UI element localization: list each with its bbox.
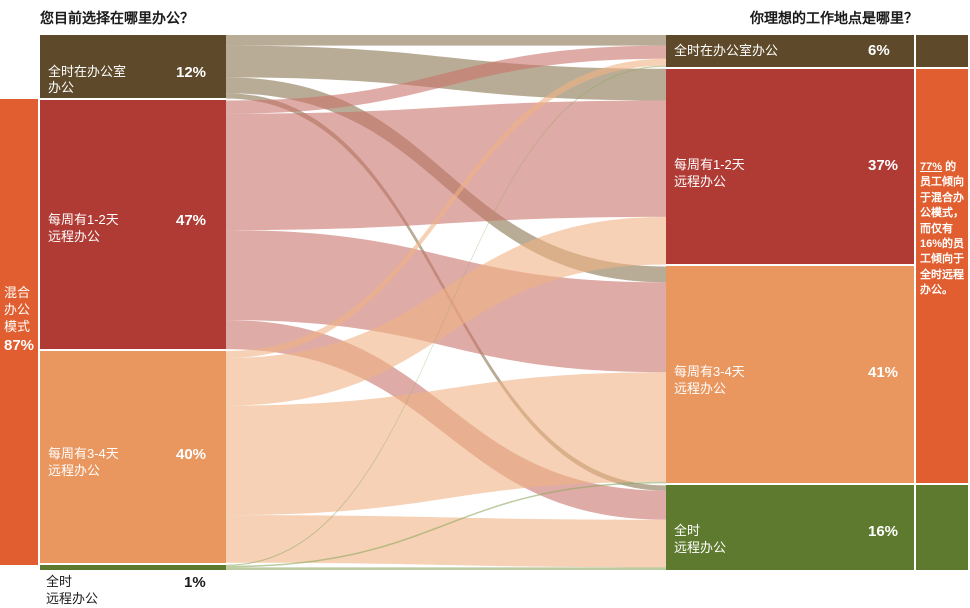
- flow-l1-r1: [226, 35, 666, 46]
- annotation: 77% 的员工倾向于混合办公模式，而仅有16%的员工倾向于全时远程办公。: [920, 160, 966, 299]
- node-pct-l3: 40%: [176, 446, 206, 463]
- right-bracket-0: [916, 35, 968, 67]
- node-label-l4: 全时远程办公: [46, 574, 98, 608]
- node-label-l2: 每周有1-2天远程办公: [48, 212, 119, 246]
- node-l4: [40, 565, 226, 570]
- node-label-l1: 全时在办公室办公: [48, 64, 126, 98]
- node-pct-l4: 1%: [184, 574, 206, 591]
- node-label-r3: 每周有3-4天远程办公: [674, 364, 745, 398]
- node-label-r4: 全时远程办公: [674, 523, 726, 557]
- node-pct-r1: 6%: [868, 42, 890, 59]
- node-pct-l1: 12%: [176, 64, 206, 81]
- node-label-l3: 每周有3-4天远程办公: [48, 446, 119, 480]
- node-pct-r2: 37%: [868, 157, 898, 174]
- left-bracket-label: 混合办公模式87%: [4, 285, 34, 355]
- flow-l3-r4: [226, 515, 666, 567]
- node-label-r1: 全时在办公室办公: [674, 43, 778, 60]
- node-pct-r3: 41%: [868, 364, 898, 381]
- right-bracket-2: [916, 485, 968, 570]
- flow-l4-r4: [226, 567, 666, 570]
- node-pct-l2: 47%: [176, 212, 206, 229]
- node-pct-r4: 16%: [868, 523, 898, 540]
- node-label-r2: 每周有1-2天远程办公: [674, 157, 745, 191]
